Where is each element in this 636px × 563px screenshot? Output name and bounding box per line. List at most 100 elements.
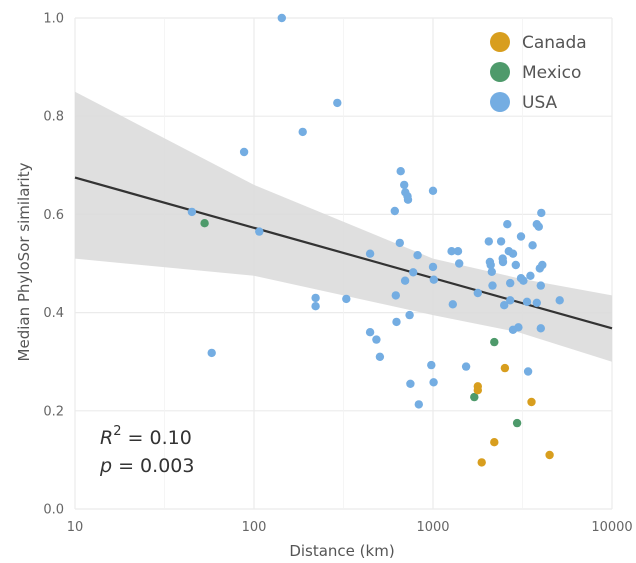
y-tick-labels: 0.0 0.2 0.4 0.6 0.8 1.0 [43,12,64,518]
data-point-usa [298,127,307,137]
data-point-usa [511,260,520,270]
data-point-usa [392,317,401,327]
p-value-annotation: p = 0.003 [99,455,194,477]
data-point-usa [403,195,413,204]
data-point-usa [239,147,249,157]
data-point-usa [522,297,532,306]
data-point-usa [255,227,264,236]
data-point-usa [428,262,438,272]
r-squared-annotation: R2 = 0.10 [100,424,192,449]
p-value: = 0.003 [112,455,194,477]
data-point-usa [429,275,438,284]
y-tick-label: 0.8 [43,110,64,125]
x-tick-label: 10 [67,520,84,535]
x-tick-labels: 10 100 1000 10000 [67,520,633,535]
data-point-usa [406,379,415,388]
data-point-usa [391,291,400,300]
data-point-usa [473,288,482,298]
data-point-usa [537,208,546,218]
data-point-usa [536,281,545,290]
data-point-usa [409,268,418,277]
data-point-canada [545,450,554,460]
r-squared-superscript: 2 [113,424,121,439]
y-tick-label: 0.2 [43,404,64,419]
data-point-mexico [490,337,499,347]
data-point-usa [555,296,564,305]
data-point-usa [538,260,547,270]
legend-label-mexico: Mexico [522,63,581,83]
legend-label-canada: Canada [522,33,587,53]
data-point-usa [448,300,457,309]
data-point-usa [455,259,464,268]
data-points [187,13,564,467]
data-point-usa [187,207,197,217]
data-point-usa [429,378,438,387]
data-point-usa [405,310,414,320]
data-point-usa [506,296,515,305]
data-point-usa [506,278,515,288]
data-point-mexico [470,392,479,402]
data-point-usa [365,249,375,258]
data-point-canada [527,397,536,407]
data-point-mexico [512,418,522,428]
x-tick-label: 100 [242,520,267,535]
data-point-usa [395,238,404,248]
data-point-canada [500,363,510,373]
x-tick-label: 10000 [591,520,632,535]
data-point-usa [486,260,495,270]
data-point-usa [453,247,463,256]
data-point-usa [372,335,381,344]
data-point-usa [277,13,286,23]
data-point-canada [490,438,499,447]
y-tick-label: 0.4 [43,306,64,321]
data-point-usa [496,237,506,246]
legend: Canada Mexico USA [490,32,587,113]
r-squared-value: = 0.10 [121,427,191,449]
data-point-usa [484,237,493,246]
data-point-usa [400,180,409,190]
x-axis-title: Distance (km) [289,542,394,560]
y-tick-label: 0.6 [43,208,64,223]
legend-swatch-canada [490,32,510,52]
y-axis-title: Median PhyloSor similarity [15,162,33,361]
y-tick-label: 1.0 [43,12,64,27]
data-point-usa [311,293,320,303]
data-point-usa [500,301,509,310]
y-tick-label: 0.0 [43,503,64,518]
data-point-usa [523,367,533,376]
data-point-usa [447,247,456,256]
x-tick-label: 1000 [416,520,449,535]
data-point-usa [528,241,537,250]
data-point-usa [375,352,385,361]
r-squared-symbol: R [100,427,113,449]
data-point-usa [428,186,438,195]
data-point-usa [461,362,471,371]
data-point-usa [498,257,508,267]
data-point-usa [536,324,545,333]
data-point-mexico [200,219,209,228]
data-point-canada [473,386,482,395]
data-point-usa [311,302,320,311]
data-point-usa [503,220,512,229]
data-point-usa [414,400,423,409]
data-point-usa [333,98,342,108]
data-point-usa [342,294,351,304]
data-point-usa [508,249,518,258]
data-point-usa [390,206,399,216]
legend-label-usa: USA [522,93,558,113]
data-point-usa [516,232,526,241]
data-point-usa [487,267,496,276]
data-point-usa [400,276,410,285]
legend-swatch-mexico [490,62,510,82]
data-point-usa [519,276,528,285]
data-point-canada [477,458,486,467]
data-point-usa [532,298,541,307]
grid [74,17,613,510]
data-point-usa [526,271,535,280]
data-point-usa [488,281,497,290]
data-point-usa [396,167,405,176]
regression-line [74,176,613,330]
data-point-usa [413,251,422,260]
data-point-usa [207,348,216,358]
data-point-usa [508,325,518,334]
